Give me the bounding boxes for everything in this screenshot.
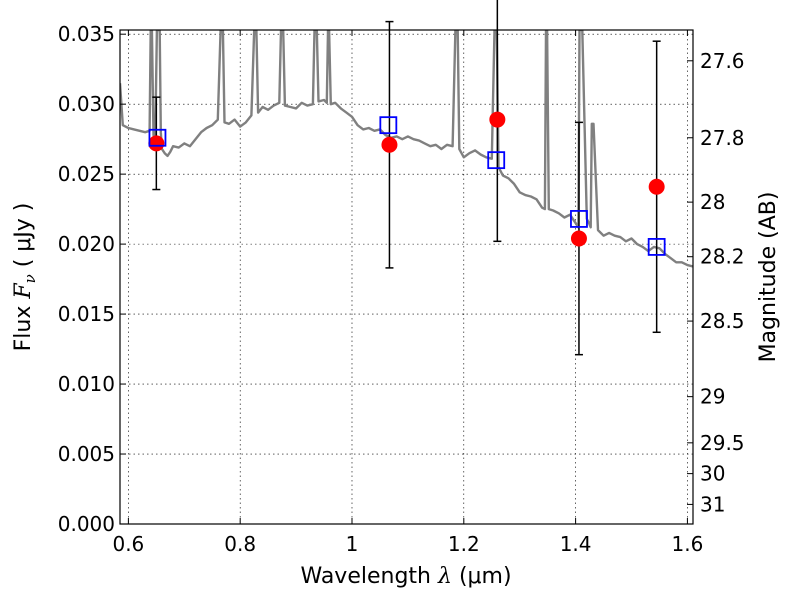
y2-tick-label: 27.8	[700, 126, 745, 150]
y2-tick-label: 28.5	[700, 309, 745, 333]
x-tick-label: 0.6	[112, 532, 144, 556]
y2-tick-label: 27.6	[700, 49, 745, 73]
y2-tick-label: 31	[700, 492, 725, 516]
axis-ticks: 0.6 0.8 1 1.2 1.4 1.6 0.000 0.005 0.010 0.015 0.02…	[58, 22, 745, 556]
y-tick-label: 0.015	[58, 302, 115, 326]
y-tick-label: 0.030	[58, 92, 115, 116]
y-tick-label: 0.010	[58, 372, 115, 396]
y2-tick-label: 29	[700, 385, 725, 409]
y2-tick-label: 28	[700, 190, 725, 214]
observed-point	[381, 136, 398, 153]
observed-point	[648, 178, 665, 195]
plot-frame	[119, 29, 694, 525]
observed-point	[489, 111, 506, 128]
x-tick-label: 0.8	[224, 532, 256, 556]
error-bars	[148, 0, 666, 356]
model-square	[379, 116, 398, 135]
observed-point	[148, 135, 165, 152]
x-tick-label: 1.4	[560, 532, 592, 556]
observed-point	[570, 230, 587, 247]
y-tick-label: 0.000	[58, 512, 115, 536]
x-axis-label: Wavelength λ (μm)	[300, 564, 511, 589]
y2-tick-label: 30	[700, 462, 725, 486]
model-square	[148, 128, 167, 147]
y-axis-label: Flux Fν ( μJy )	[11, 203, 41, 352]
model-square	[487, 151, 506, 170]
y-tick-label: 0.005	[58, 442, 115, 466]
y2-tick-label: 28.2	[700, 245, 745, 269]
x-tick-label: 1.2	[448, 532, 480, 556]
model-square	[647, 238, 666, 256]
y2-tick-label: 29.5	[700, 431, 745, 455]
y-tick-label: 0.025	[58, 162, 115, 186]
y-tick-label: 0.035	[58, 22, 115, 46]
y-tick-label: 0.020	[58, 232, 115, 256]
model-square	[570, 210, 588, 228]
x-tick-label: 1.6	[672, 532, 704, 556]
y2-axis-label: Magnitude (AB)	[756, 192, 781, 363]
x-tick-label: 1	[346, 532, 359, 556]
